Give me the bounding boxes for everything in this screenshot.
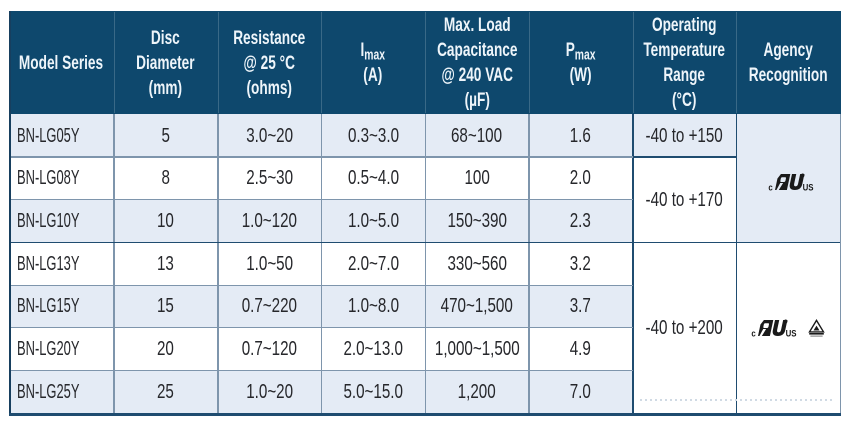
svg-text:c: c: [769, 181, 773, 192]
svg-text:c: c: [751, 327, 755, 338]
svg-text:US: US: [785, 327, 796, 338]
svg-text:US: US: [803, 181, 814, 192]
